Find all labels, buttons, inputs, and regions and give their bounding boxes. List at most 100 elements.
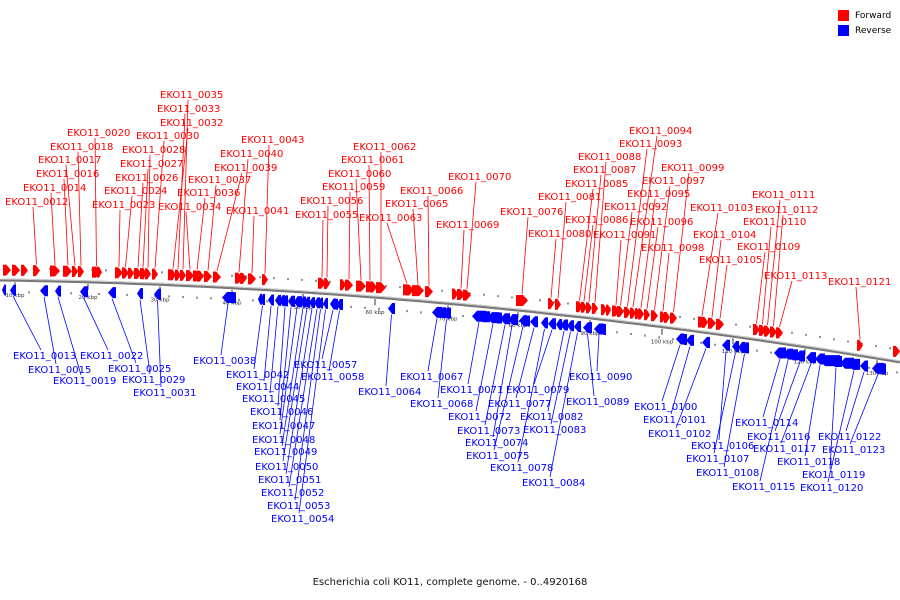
forward-gene-arrow [586, 302, 592, 314]
forward-gene-label: EKO11_0026 [115, 173, 178, 184]
leader-line [147, 154, 151, 268]
forward-gene-label: EKO11_0028 [122, 145, 185, 156]
forward-gene-arrow [50, 265, 60, 277]
leader-line [118, 209, 121, 267]
forward-gene-label: EKO11_0032 [160, 118, 223, 129]
forward-gene-arrow [644, 309, 650, 321]
forward-gene-arrow [764, 325, 771, 337]
forward-gene-arrow [617, 306, 624, 318]
reverse-gene-label: EKO11_0044 [236, 382, 299, 393]
reverse-gene-arrow [732, 341, 739, 353]
forward-gene-label: EKO11_0066 [400, 186, 463, 197]
leader-line [804, 364, 821, 457]
reverse-gene-arrow [567, 320, 574, 332]
forward-gene-arrow [33, 265, 40, 277]
leader-line [521, 216, 529, 295]
scale-tick-label: 80 kbp [509, 323, 528, 329]
reverse-gene-arrow [137, 288, 143, 300]
leader-line [484, 324, 506, 426]
reverse-gene-label: EKO11_0049 [254, 447, 317, 458]
reverse-gene-arrow [556, 318, 562, 330]
forward-gene-label: EKO11_0039 [214, 163, 277, 174]
leader-line [774, 361, 801, 432]
reverse-gene-label: EKO11_0120 [800, 483, 863, 494]
leader-line [172, 127, 189, 269]
forward-gene-label: EKO11_0076 [500, 207, 563, 218]
forward-gene-label: EKO11_0094 [629, 126, 692, 137]
leader-line [157, 300, 162, 388]
scale-tick-label: 50 kbp [294, 305, 313, 311]
reverse-gene-arrow [680, 333, 687, 345]
genome-axis [0, 278, 900, 364]
forward-gene-label: EKO11_0040 [220, 149, 283, 160]
forward-gene-arrow [248, 273, 256, 285]
forward-gene-label: EKO11_0035 [160, 90, 223, 101]
leader-line [615, 239, 622, 306]
forward-gene-arrow [463, 289, 471, 301]
forward-gene-label: EKO11_0098 [641, 243, 704, 254]
forward-gene-arrow [128, 267, 134, 279]
forward-gene-arrow [893, 345, 900, 357]
reverse-gene-arrow [840, 357, 854, 369]
forward-gene-label: EKO11_0080 [528, 229, 591, 240]
forward-gene-label: EKO11_0111 [752, 190, 815, 201]
forward-gene-arrow [412, 285, 424, 297]
reverse-gene-label: EKO11_0107 [686, 454, 749, 465]
reverse-gene-arrow [390, 303, 394, 315]
reverse-gene-label: EKO11_0053 [267, 501, 330, 512]
reverse-gene-arrow [10, 284, 16, 296]
forward-gene-label: EKO11_0091 [593, 230, 656, 241]
reverse-gene-arrow [323, 297, 328, 309]
reverse-gene-arrow [297, 296, 302, 308]
reverse-gene-label: EKO11_0118 [777, 457, 840, 468]
scale-tick-label: 40 kbp [223, 301, 242, 307]
forward-gene-label: EKO11_0092 [604, 202, 667, 213]
reverse-gene-label: EKO11_0117 [753, 444, 816, 455]
reverse-gene-arrow [530, 316, 538, 328]
reverse-gene-label: EKO11_0089 [566, 397, 629, 408]
leader-line [282, 308, 308, 462]
leader-line [328, 310, 340, 372]
forward-gene-arrow [21, 264, 28, 276]
genome-title: Escherichia coli KO11, complete genome. … [312, 577, 588, 588]
forward-gene-arrow [638, 308, 644, 320]
reverse-gene-label: EKO11_0119 [802, 470, 865, 481]
reverse-gene-label: EKO11_0019 [53, 376, 116, 387]
reverse-gene-arrow [260, 293, 265, 305]
leader-line [77, 151, 82, 266]
leader-line [94, 137, 97, 267]
leader-line [196, 197, 206, 271]
genome-axis-highlight [0, 278, 900, 362]
leader-line [547, 330, 565, 412]
reverse-gene-arrow [512, 314, 518, 326]
leader-line [182, 99, 189, 270]
leader-line [845, 371, 865, 432]
forward-gene-arrow [581, 301, 587, 313]
leader-line [57, 296, 82, 376]
forward-gene-label: EKO11_0097 [642, 176, 705, 187]
forward-gene-arrow [78, 266, 84, 278]
forward-gene-label: EKO11_0105 [699, 255, 762, 266]
forward-gene-arrow [168, 269, 173, 281]
forward-gene-label: EKO11_0096 [630, 217, 693, 228]
forward-gene-label: EKO11_0104 [693, 230, 756, 241]
forward-gene-arrow [754, 324, 759, 336]
reverse-gene-label: EKO11_0022 [80, 351, 143, 362]
leader-line [253, 305, 263, 370]
leader-line [32, 206, 37, 265]
reverse-gene-label: EKO11_0114 [735, 418, 798, 429]
reverse-gene-arrow [279, 295, 285, 307]
scale-tick-label: 30 kbp [151, 297, 170, 303]
forward-gene-arrow [145, 268, 151, 280]
leader-line [723, 353, 745, 468]
leader-line [125, 195, 133, 268]
forward-gene-label: EKO11_0061 [341, 155, 404, 166]
leader-line [515, 327, 535, 399]
reverse-gene-arrow [304, 296, 310, 308]
leader-line [285, 308, 313, 475]
leader-line [277, 306, 286, 407]
forward-gene-arrow [708, 317, 716, 329]
leader-line [719, 264, 728, 319]
